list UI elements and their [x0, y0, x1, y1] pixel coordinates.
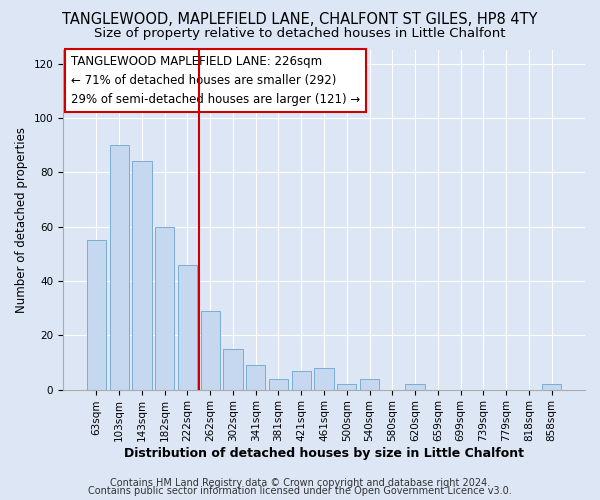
Bar: [246, 365, 265, 390]
Bar: [337, 384, 356, 390]
Bar: [314, 368, 334, 390]
Text: Size of property relative to detached houses in Little Chalfont: Size of property relative to detached ho…: [94, 28, 506, 40]
Bar: [200, 311, 220, 390]
Bar: [110, 145, 129, 390]
Text: TANGLEWOOD MAPLEFIELD LANE: 226sqm
← 71% of detached houses are smaller (292)
29: TANGLEWOOD MAPLEFIELD LANE: 226sqm ← 71%…: [71, 55, 360, 106]
Text: TANGLEWOOD, MAPLEFIELD LANE, CHALFONT ST GILES, HP8 4TY: TANGLEWOOD, MAPLEFIELD LANE, CHALFONT ST…: [62, 12, 538, 28]
Bar: [132, 162, 152, 390]
Bar: [155, 226, 175, 390]
Text: Contains HM Land Registry data © Crown copyright and database right 2024.: Contains HM Land Registry data © Crown c…: [110, 478, 490, 488]
X-axis label: Distribution of detached houses by size in Little Chalfont: Distribution of detached houses by size …: [124, 447, 524, 460]
Bar: [360, 378, 379, 390]
Bar: [87, 240, 106, 390]
Bar: [406, 384, 425, 390]
Bar: [269, 378, 288, 390]
Bar: [292, 370, 311, 390]
Bar: [223, 349, 242, 390]
Y-axis label: Number of detached properties: Number of detached properties: [15, 127, 28, 313]
Text: Contains public sector information licensed under the Open Government Licence v3: Contains public sector information licen…: [88, 486, 512, 496]
Bar: [542, 384, 561, 390]
Bar: [178, 264, 197, 390]
